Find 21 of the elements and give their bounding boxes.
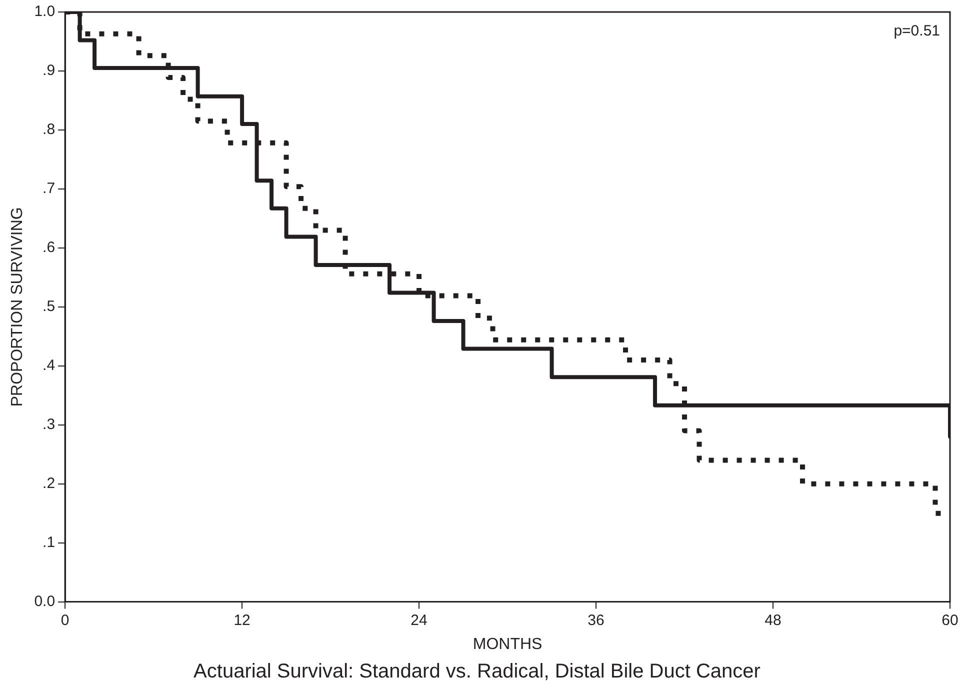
y-tick-label: 1.0 bbox=[34, 3, 56, 20]
y-tick-label: .1 bbox=[42, 534, 56, 551]
x-tick-label: 12 bbox=[234, 612, 250, 629]
y-tick-label: .9 bbox=[42, 62, 56, 80]
x-tick-label: 36 bbox=[588, 612, 604, 629]
y-tick-label: .6 bbox=[42, 239, 56, 256]
y-tick-label: .4 bbox=[42, 357, 56, 374]
x-axis-title: MONTHS bbox=[472, 636, 542, 653]
y-tick-label: .2 bbox=[42, 474, 56, 492]
y-tick-label: .5 bbox=[42, 298, 56, 316]
y-tick-label: 0.0 bbox=[34, 592, 56, 610]
x-tick-label: 24 bbox=[410, 612, 428, 629]
y-axis-title: PROPORTION SURVIVING bbox=[9, 207, 26, 407]
y-tick-label: .3 bbox=[42, 416, 56, 433]
text: Actuarial Survival: Standard vs. Radical, Distal Bile Duct Cancer bbox=[194, 660, 761, 683]
y-tick-label: .8 bbox=[42, 121, 56, 138]
y-tick-label: .7 bbox=[42, 180, 56, 198]
x-tick-label: 60 bbox=[942, 612, 958, 629]
x-tick-label: 48 bbox=[764, 612, 782, 629]
annotation: p=0.51 bbox=[894, 22, 940, 40]
x-tick-label: 0 bbox=[60, 612, 70, 629]
